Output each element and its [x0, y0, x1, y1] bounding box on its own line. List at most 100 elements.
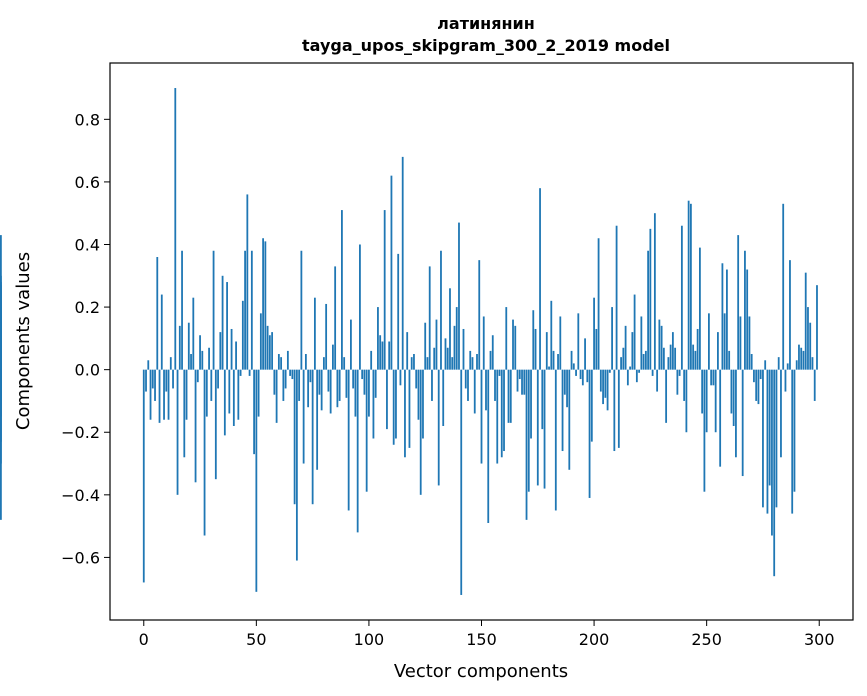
bar-43 [239, 369, 242, 376]
bar-113 [397, 253, 400, 370]
bar-10 [165, 369, 168, 392]
bar-242 [687, 200, 690, 370]
bar-53 [262, 238, 264, 370]
bar-234 [669, 344, 672, 370]
bar-108 [386, 369, 388, 430]
bar-101 [370, 350, 373, 370]
bar-192 [575, 369, 577, 376]
bar-15 [176, 369, 179, 495]
bar-190 [570, 350, 573, 370]
bar-134 [444, 338, 447, 370]
bar-246 [696, 328, 699, 370]
bar-50 [255, 369, 258, 592]
bar-69 [298, 369, 301, 401]
bar-152 [485, 369, 487, 411]
bar-206 [606, 369, 609, 411]
bar-214 [624, 325, 627, 370]
bar-138 [453, 325, 456, 370]
bar-179 [545, 332, 548, 370]
bar-172 [530, 369, 532, 439]
bar-189 [568, 369, 571, 470]
bar-series [0, 88, 818, 595]
bar-44 [241, 300, 244, 370]
bar-207 [608, 369, 611, 373]
bar-74 [309, 369, 312, 383]
bar-75 [311, 369, 314, 505]
bar-194 [579, 369, 582, 380]
bar-183 [554, 369, 557, 511]
bar-284 [782, 203, 785, 370]
bar-219 [635, 369, 638, 383]
x-tick-label: 0 [139, 630, 149, 649]
bar-195 [581, 369, 584, 386]
bar-41 [235, 341, 237, 370]
bar-223 [644, 350, 647, 370]
x-tick-label: 300 [804, 630, 835, 649]
bar-97 [361, 369, 364, 380]
bar-undefined [0, 322, 2, 370]
bar-87 [338, 369, 341, 401]
bar-67 [293, 369, 296, 505]
bar-275 [762, 369, 764, 508]
bar-277 [766, 369, 769, 514]
bar-169 [523, 369, 526, 395]
bar-250 [705, 369, 708, 433]
bar-289 [793, 369, 796, 492]
bar-168 [521, 369, 523, 395]
bar-2 [147, 360, 150, 370]
bar-42 [237, 369, 240, 420]
bar-202 [597, 238, 600, 370]
bar-186 [561, 369, 564, 452]
bar-164 [512, 319, 514, 370]
bar-256 [719, 369, 722, 467]
bar-103 [374, 369, 377, 398]
bar-26 [201, 350, 204, 370]
bar-191 [572, 363, 575, 370]
chart-title-line2: tayga_upos_skipgram_300_2_2019 model [302, 36, 670, 55]
bar-25 [199, 335, 201, 370]
y-tick-label: 0.6 [75, 173, 100, 192]
bar-49 [253, 369, 255, 455]
bar-181 [550, 300, 553, 370]
bar-45 [244, 250, 246, 370]
bar-81 [325, 303, 328, 370]
bar-124 [422, 369, 424, 439]
bar-222 [642, 354, 645, 370]
bar-211 [617, 369, 620, 448]
bar-77 [316, 369, 319, 470]
bar-13 [172, 369, 174, 389]
bar-17 [181, 250, 183, 370]
bar-133 [442, 369, 445, 426]
bar-9 [163, 369, 165, 420]
bar-98 [363, 369, 366, 395]
bar-160 [503, 369, 505, 452]
bar-185 [559, 316, 562, 370]
bar-150 [480, 369, 483, 464]
bar-267 [744, 250, 746, 370]
bar-16 [178, 325, 181, 370]
bar-11 [167, 369, 170, 420]
bar-131 [437, 369, 440, 486]
bar-114 [399, 369, 402, 386]
bar-66 [291, 369, 294, 380]
y-tick-label: 0.4 [75, 235, 100, 254]
bar-91 [347, 369, 350, 511]
bar-268 [746, 269, 749, 370]
bar-257 [721, 263, 724, 370]
bar-125 [424, 322, 427, 370]
bar-298 [813, 369, 816, 401]
bar-239 [680, 225, 683, 370]
bar-231 [662, 347, 665, 370]
bar-57 [271, 332, 274, 370]
bar-286 [786, 363, 789, 370]
bar-148 [476, 354, 478, 370]
bar-27 [203, 369, 206, 536]
bar-76 [313, 297, 316, 370]
bar-165 [514, 325, 517, 370]
bar-100 [368, 369, 370, 417]
bar-24 [196, 369, 199, 383]
bar-19 [185, 369, 188, 420]
bar-121 [415, 369, 418, 389]
bar-174 [534, 328, 537, 370]
